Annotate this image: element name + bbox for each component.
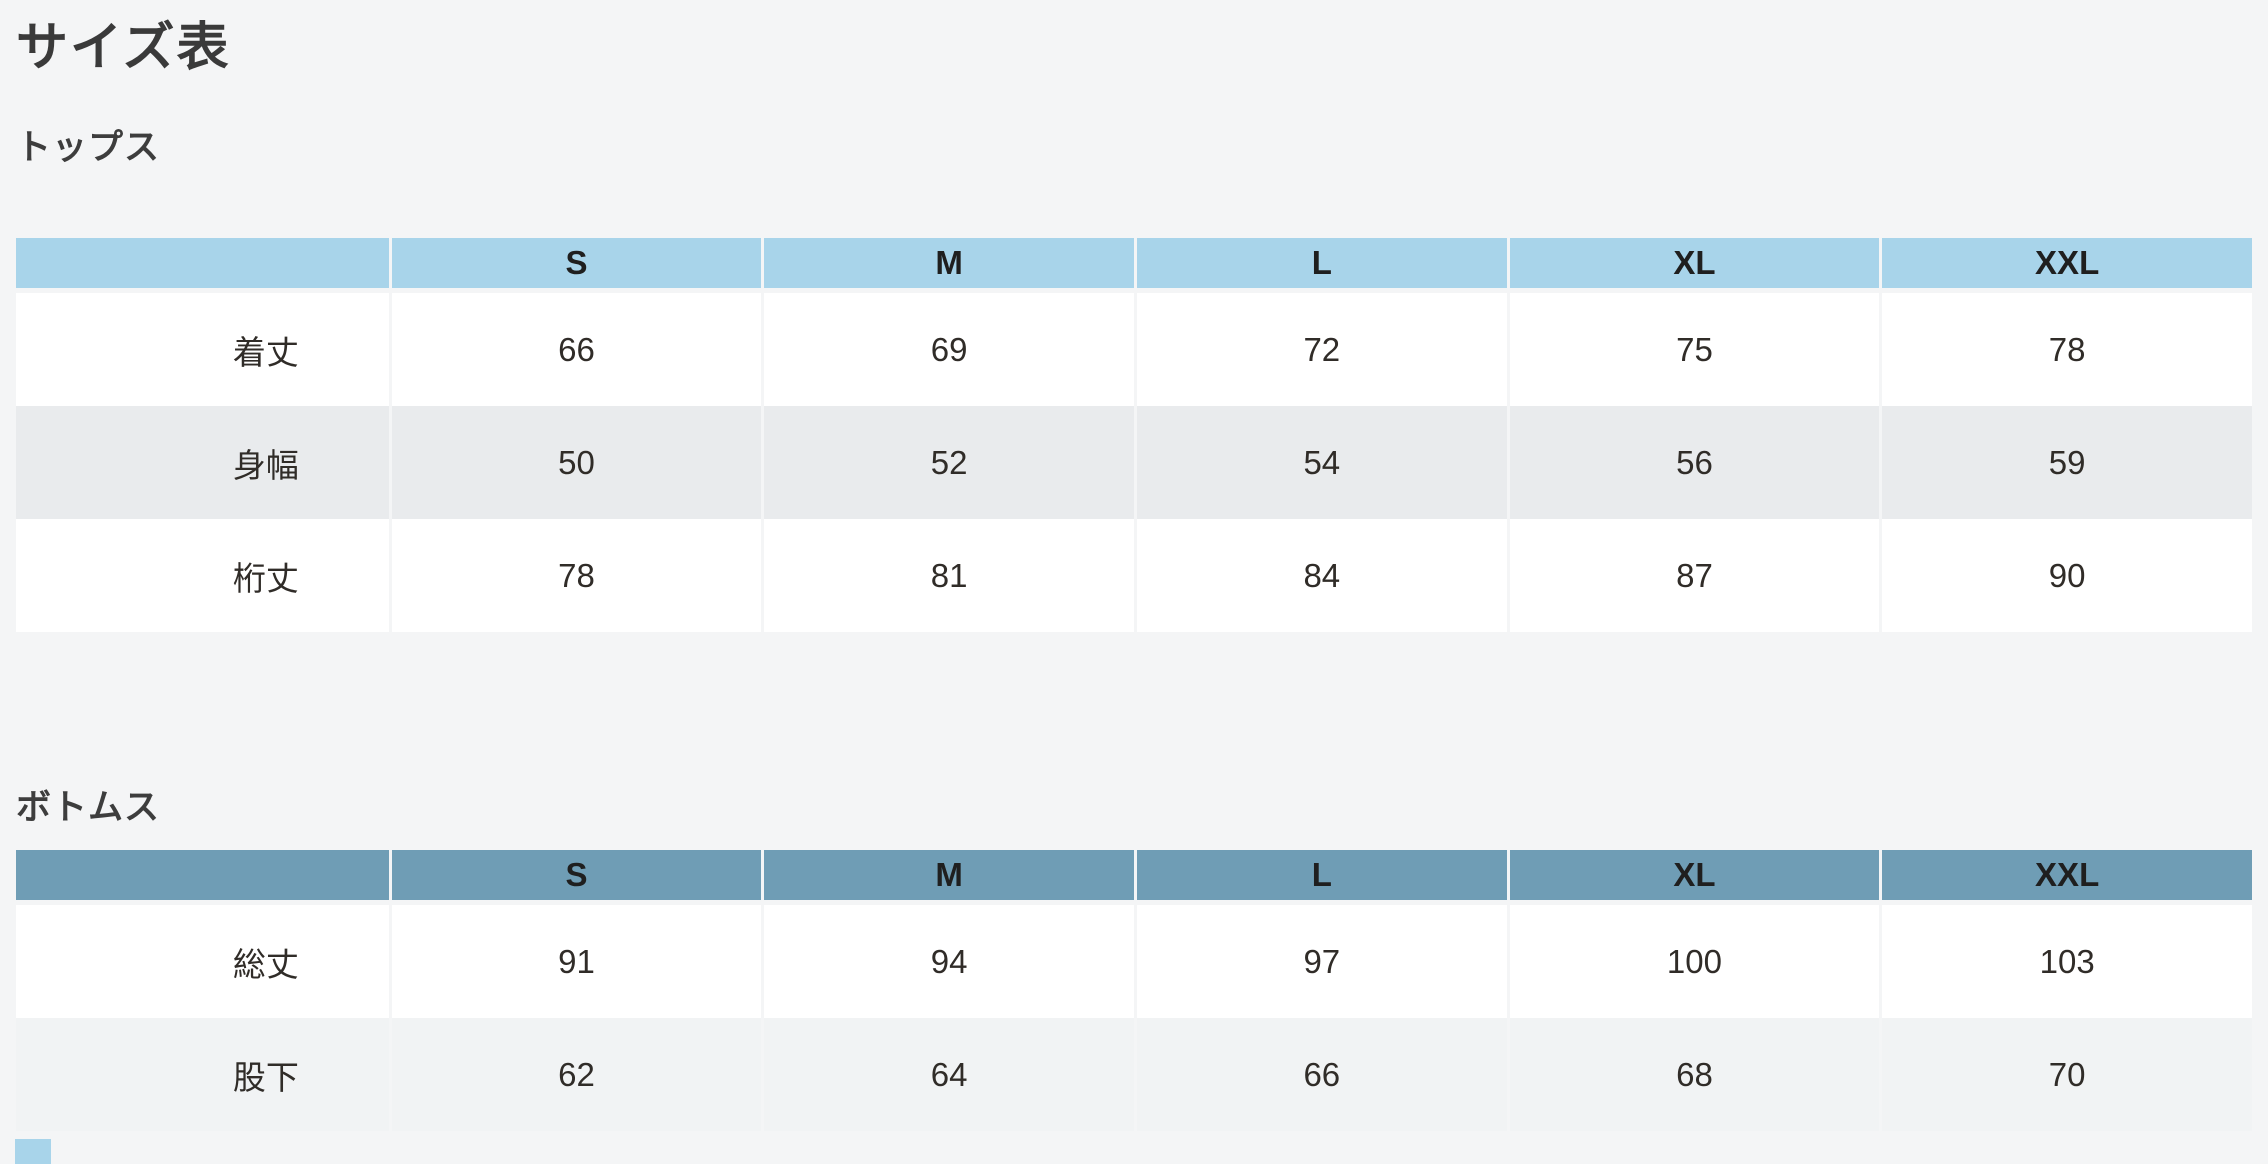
table-row: 身幅 50 52 54 56 59 xyxy=(16,406,2252,519)
column-header-xl: XL xyxy=(1506,238,1880,293)
section-heading-tops: トップス xyxy=(16,128,161,167)
table-header-row: S M L XL XXL xyxy=(16,238,2252,293)
size-value-cell: 100 xyxy=(1506,905,1880,1018)
size-value-cell: 54 xyxy=(1133,406,1507,519)
size-chart-page: サイズ表 トップス S M L XL XXL 着丈 66 69 72 75 78 xyxy=(16,19,2252,1131)
row-label-cell: 股下 xyxy=(16,1018,389,1131)
size-value-cell: 78 xyxy=(388,519,762,632)
column-header-m: M xyxy=(761,850,1134,905)
size-value-cell: 90 xyxy=(1879,519,2252,632)
section-heading-bottoms: ボトムス xyxy=(16,788,161,827)
table-row: 着丈 66 69 72 75 78 xyxy=(16,293,2252,406)
column-header-xxl: XXL xyxy=(1879,850,2252,905)
row-label-cell: 着丈 xyxy=(16,293,389,406)
partial-element-bottom-left xyxy=(15,1139,51,1164)
size-value-cell: 56 xyxy=(1506,406,1880,519)
size-value-cell: 103 xyxy=(1879,905,2252,1018)
size-value-cell: 59 xyxy=(1879,406,2252,519)
size-value-cell: 75 xyxy=(1506,293,1880,406)
size-value-cell: 70 xyxy=(1879,1018,2252,1131)
size-value-cell: 97 xyxy=(1133,905,1507,1018)
row-label-cell: 桁丈 xyxy=(16,519,389,632)
row-label-cell: 身幅 xyxy=(16,406,389,519)
size-value-cell: 87 xyxy=(1506,519,1880,632)
size-value-cell: 91 xyxy=(388,905,762,1018)
size-value-cell: 50 xyxy=(388,406,762,519)
page-title: サイズ表 xyxy=(16,19,231,77)
corner-header-cell xyxy=(16,850,389,905)
size-value-cell: 62 xyxy=(388,1018,762,1131)
size-value-cell: 69 xyxy=(761,293,1134,406)
size-value-cell: 72 xyxy=(1133,293,1507,406)
column-header-m: M xyxy=(761,238,1134,293)
table-row: 総丈 91 94 97 100 103 xyxy=(16,905,2252,1018)
size-value-cell: 66 xyxy=(1133,1018,1507,1131)
size-value-cell: 68 xyxy=(1506,1018,1880,1131)
size-value-cell: 84 xyxy=(1133,519,1507,632)
table-header-row: S M L XL XXL xyxy=(16,850,2252,905)
column-header-l: L xyxy=(1133,850,1507,905)
size-value-cell: 64 xyxy=(761,1018,1134,1131)
size-value-cell: 94 xyxy=(761,905,1134,1018)
column-header-s: S xyxy=(388,238,762,293)
size-table-bottoms: S M L XL XXL 総丈 91 94 97 100 103 股下 62 6… xyxy=(16,850,2252,1131)
size-value-cell: 52 xyxy=(761,406,1134,519)
table-row: 桁丈 78 81 84 87 90 xyxy=(16,519,2252,632)
column-header-s: S xyxy=(388,850,762,905)
column-header-xl: XL xyxy=(1506,850,1880,905)
column-header-xxl: XXL xyxy=(1879,238,2252,293)
row-label-cell: 総丈 xyxy=(16,905,389,1018)
corner-header-cell xyxy=(16,238,389,293)
size-value-cell: 66 xyxy=(388,293,762,406)
size-table-tops: S M L XL XXL 着丈 66 69 72 75 78 身幅 50 52 … xyxy=(16,238,2252,632)
table-row: 股下 62 64 66 68 70 xyxy=(16,1018,2252,1131)
size-value-cell: 81 xyxy=(761,519,1134,632)
size-value-cell: 78 xyxy=(1879,293,2252,406)
column-header-l: L xyxy=(1133,238,1507,293)
